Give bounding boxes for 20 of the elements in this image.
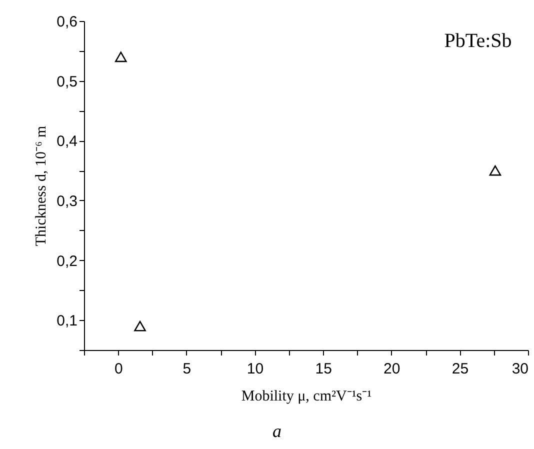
text: a	[272, 421, 282, 441]
y-tick-label: 0,4	[56, 133, 78, 150]
x-tick-label: 10	[246, 360, 264, 378]
x-axis-title: Mobility μ, cm²V⁻¹s⁻¹	[241, 388, 372, 404]
x-tick-label: 5	[182, 360, 192, 378]
x-tick-label: 0	[114, 360, 123, 378]
point	[134, 320, 146, 332]
x-tick-label: 30	[512, 360, 528, 378]
x-tick-label: 20	[384, 360, 400, 378]
y-tick-label: 0,6	[56, 14, 78, 30]
x-tick-label: 25	[452, 360, 469, 378]
y-tick-label: 0,5	[56, 73, 78, 90]
x-tick-label: 15	[315, 360, 332, 378]
point	[489, 165, 502, 176]
y-tick-label: 0,2	[56, 252, 78, 270]
annotation: PbTe:Sb	[444, 30, 512, 52]
y-tick-label: 0,1	[56, 312, 78, 330]
y-tick-label: 0,3	[56, 192, 78, 210]
point	[114, 52, 127, 62]
y-axis-title: Thickness d, 10⁻⁶ m	[34, 126, 50, 246]
